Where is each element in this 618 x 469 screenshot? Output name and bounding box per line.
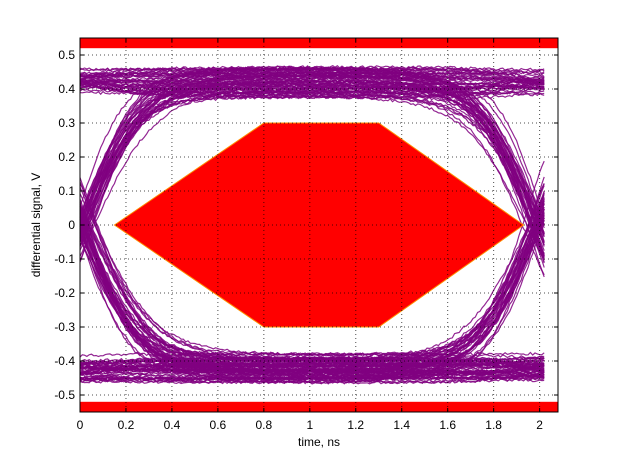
y-tick-label: -0.4: [54, 354, 75, 368]
x-tick-label: 2: [536, 418, 543, 432]
eye-trace: [79, 186, 545, 374]
y-tick-label: 0.3: [58, 116, 75, 130]
y-tick-label: 0.2: [58, 150, 75, 164]
eye-trace: [79, 212, 545, 379]
eye-trace: [79, 364, 545, 381]
eye-traces: [79, 65, 545, 385]
x-tick-label: 1.4: [393, 418, 410, 432]
eye-trace: [79, 66, 545, 242]
eye-trace: [79, 66, 545, 80]
limit-bands: [80, 38, 558, 412]
eye-trace: [79, 215, 545, 378]
eye-trace: [79, 80, 545, 261]
x-tick-label: 1.6: [439, 418, 456, 432]
limit-band: [80, 401, 558, 412]
eye-trace: [79, 80, 545, 99]
x-tick-label: 1.2: [347, 418, 364, 432]
eye-trace: [79, 206, 545, 375]
eye-trace: [79, 78, 545, 254]
x-tick-label: 0.8: [256, 418, 273, 432]
eye-trace: [79, 75, 545, 229]
eye-trace: [79, 73, 545, 255]
eye-mask: [113, 122, 525, 328]
y-axis-label: differential signal, V: [29, 173, 43, 278]
eye-trace: [79, 362, 545, 376]
eye-trace: [79, 195, 545, 364]
y-tick-label: 0.1: [58, 184, 75, 198]
eye-trace: [80, 70, 545, 78]
eye-trace: [79, 375, 545, 385]
y-tick-label: 0.4: [58, 82, 75, 96]
ticks: 0 0.2 0.4 0.6 0.8 1 1.2 1.4 1.6 1.8 2 -0.5 -0.4 -0.3 -…: [54, 38, 558, 432]
y-tick-label: -0.2: [54, 286, 75, 300]
x-tick-label: 0.2: [118, 418, 135, 432]
limit-band: [80, 38, 558, 49]
x-tick-label: 0: [77, 418, 84, 432]
x-tick-label: 0.6: [210, 418, 227, 432]
eye-trace: [79, 222, 545, 373]
eye-trace: [79, 88, 545, 97]
y-tick-label: -0.5: [54, 388, 75, 402]
eye-trace: [79, 68, 545, 86]
y-tick-label: 0: [68, 218, 75, 232]
eye-trace: [79, 92, 545, 278]
x-tick-label: 1: [306, 418, 313, 432]
x-tick-label: 1.8: [485, 418, 502, 432]
eye-trace: [79, 71, 545, 216]
eye-trace: [79, 76, 545, 230]
eye-trace: [79, 203, 545, 376]
eye-trace: [79, 92, 545, 247]
eye-trace: [79, 83, 545, 243]
y-tick-label: -0.1: [54, 252, 75, 266]
y-tick-label: -0.3: [54, 320, 75, 334]
x-tick-label: 0.4: [164, 418, 181, 432]
eye-trace: [79, 198, 545, 384]
x-axis-label: time, ns: [298, 435, 340, 449]
y-tick-label: 0.5: [58, 48, 75, 62]
eye-trace: [79, 355, 545, 375]
